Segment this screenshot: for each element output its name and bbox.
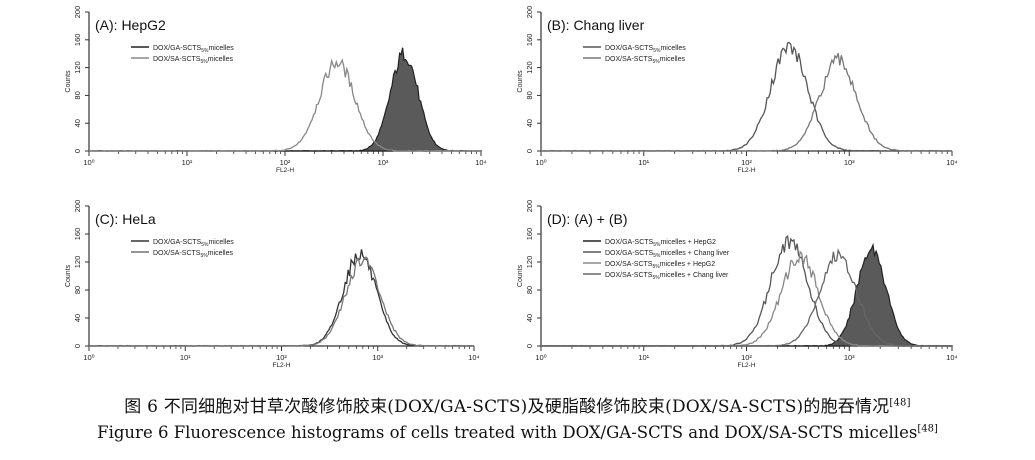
panel-b: 0 40 80 120 160 200 Counts 10⁰ 10¹ 10² 10³ 10⁴ FL2-H… [517, 6, 958, 174]
figure-canvas: 0 40 80 120 160 200 Counts 10⁰ 10¹ 10² 10³ 10⁴ FL2-H… [65, 6, 958, 369]
y-tick-label: 80 [73, 286, 82, 294]
y-axis-label: Counts [517, 264, 524, 287]
x-tick-label: 10³ [378, 158, 389, 167]
x-tick-label: 10³ [372, 353, 383, 362]
x-tick-label: 10⁰ [83, 353, 94, 362]
x-axis-label: FL2-H [272, 362, 290, 369]
panel-c: 0 40 80 120 160 200 Counts 10⁰ 10¹ 10² 10³ 10⁴ FL2-H… [65, 200, 480, 369]
y-tick-label: 0 [73, 149, 82, 153]
legend-entry: DOX/GA-SCTS5%micelles [153, 45, 234, 54]
x-tick-label: 10⁴ [946, 158, 958, 167]
histogram-series-1 [540, 52, 952, 152]
legend-entry: DOX/GA-SCTS5%micelles + Chang liver [605, 250, 730, 259]
y-tick-label: 200 [525, 6, 534, 19]
legend-entry: DOX/GA-SCTS5%micelles [153, 239, 234, 248]
y-tick-label: 160 [525, 34, 534, 47]
caption-chinese-ref: [48] [889, 397, 911, 409]
y-tick-label: 0 [525, 344, 534, 348]
y-tick-label: 120 [525, 61, 534, 74]
legend-entry: DOX/SA-SCTS5%micelles [153, 56, 233, 65]
y-tick-label: 40 [73, 314, 82, 322]
x-tick-label: 10⁴ [946, 353, 958, 362]
caption-english-text: Figure 6 Fluorescence histograms of cell… [97, 423, 918, 442]
legend-entry: DOX/SA-SCTS5%micelles + Chang liver [605, 272, 729, 281]
x-tick-label: 10² [741, 353, 752, 362]
y-tick-label: 120 [73, 256, 82, 269]
x-tick-label: 10¹ [638, 158, 649, 167]
x-tick-label: 10⁰ [83, 158, 94, 167]
x-tick-label: 10³ [844, 158, 855, 167]
histogram-series-1 [88, 256, 474, 347]
y-tick-label: 40 [525, 314, 534, 322]
y-axis-label: Counts [65, 264, 72, 287]
x-tick-label: 10² [280, 158, 291, 167]
y-tick-label: 160 [73, 34, 82, 47]
legend-entry: DOX/SA-SCTS5%micelles [605, 56, 685, 65]
y-tick-label: 200 [525, 200, 534, 213]
y-tick-label: 160 [73, 228, 82, 241]
x-tick-label: 10⁴ [475, 158, 487, 167]
x-tick-label: 10² [276, 353, 287, 362]
x-tick-label: 10² [741, 158, 752, 167]
y-tick-label: 160 [525, 228, 534, 241]
caption-english: Figure 6 Fluorescence histograms of cell… [0, 423, 1035, 442]
caption-chinese-text: 图 6 不同细胞对甘草次酸修饰胶束(DOX/GA-SCTS)及硬脂酸修饰胶束(D… [124, 397, 890, 417]
y-tick-label: 40 [525, 119, 534, 127]
panel-a: 0 40 80 120 160 200 Counts 10⁰ 10¹ 10² 10³ 10⁴ FL2-H… [65, 6, 487, 174]
x-tick-label: 10¹ [638, 353, 649, 362]
y-tick-label: 200 [73, 200, 82, 213]
y-tick-label: 80 [73, 91, 82, 99]
legend-entry: DOX/SA-SCTS5%micelles [153, 250, 233, 259]
histogram-series-1 [88, 58, 481, 152]
panel-title: (B): Chang liver [547, 17, 645, 33]
y-tick-label: 80 [525, 91, 534, 99]
panel-d: 0 40 80 120 160 200 Counts 10⁰ 10¹ 10² 10³ 10⁴ FL2-H… [517, 200, 958, 369]
y-axis-label: Counts [65, 70, 72, 93]
caption-english-ref: [48] [917, 423, 938, 435]
histogram-series-0 [89, 47, 482, 152]
caption-chinese: 图 6 不同细胞对甘草次酸修饰胶束(DOX/GA-SCTS)及硬脂酸修饰胶束(D… [0, 392, 1035, 417]
histogram-series-0 [89, 249, 475, 347]
panel-title: (A): HepG2 [95, 17, 166, 33]
x-tick-label: 10⁰ [535, 158, 546, 167]
x-axis-label: FL2-H [276, 167, 294, 174]
panel-title: (C): HeLa [95, 211, 156, 227]
histogram-series-0 [541, 242, 953, 347]
y-axis-label: Counts [517, 70, 524, 93]
x-axis-label: FL2-H [737, 167, 755, 174]
y-tick-label: 40 [73, 119, 82, 127]
x-tick-label: 10¹ [180, 353, 191, 362]
x-axis-label: FL2-H [737, 362, 755, 369]
x-tick-label: 10⁴ [468, 353, 480, 362]
y-tick-label: 120 [73, 61, 82, 74]
x-tick-label: 10¹ [182, 158, 193, 167]
y-tick-label: 120 [525, 256, 534, 269]
histogram-series-0 [541, 41, 953, 152]
y-tick-label: 0 [73, 344, 82, 348]
y-tick-label: 0 [525, 149, 534, 153]
y-tick-label: 200 [73, 6, 82, 19]
legend-entry: DOX/SA-SCTS5%micelles + HepG2 [605, 261, 715, 270]
y-tick-label: 80 [525, 286, 534, 294]
x-tick-label: 10³ [844, 353, 855, 362]
x-tick-label: 10⁰ [535, 353, 546, 362]
legend-entry: DOX/GA-SCTS5%micelles + HepG2 [605, 239, 716, 248]
panel-title: (D): (A) + (B) [547, 211, 628, 227]
legend-entry: DOX/GA-SCTS5%micelles [605, 45, 686, 54]
histogram-series-3 [540, 248, 953, 347]
